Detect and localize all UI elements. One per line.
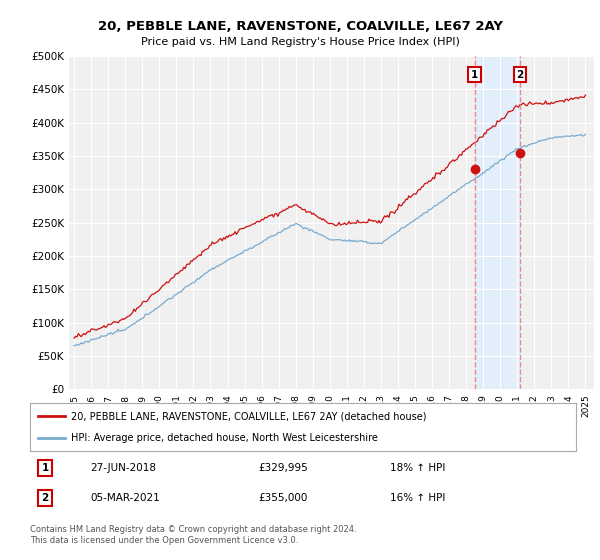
Text: HPI: Average price, detached house, North West Leicestershire: HPI: Average price, detached house, Nort… — [71, 433, 378, 443]
Text: 1: 1 — [41, 463, 49, 473]
Text: £355,000: £355,000 — [258, 493, 307, 503]
Text: Price paid vs. HM Land Registry's House Price Index (HPI): Price paid vs. HM Land Registry's House … — [140, 37, 460, 47]
Text: £329,995: £329,995 — [258, 463, 308, 473]
Text: 20, PEBBLE LANE, RAVENSTONE, COALVILLE, LE67 2AY (detached house): 20, PEBBLE LANE, RAVENSTONE, COALVILLE, … — [71, 411, 427, 421]
Text: 2: 2 — [41, 493, 49, 503]
Text: 1: 1 — [471, 69, 478, 80]
Bar — [475, 56, 520, 389]
Text: 2: 2 — [517, 69, 524, 80]
Text: 18% ↑ HPI: 18% ↑ HPI — [390, 463, 445, 473]
Text: 27-JUN-2018: 27-JUN-2018 — [90, 463, 156, 473]
Text: 16% ↑ HPI: 16% ↑ HPI — [390, 493, 445, 503]
Text: Contains HM Land Registry data © Crown copyright and database right 2024.
This d: Contains HM Land Registry data © Crown c… — [30, 525, 356, 545]
Text: 20, PEBBLE LANE, RAVENSTONE, COALVILLE, LE67 2AY: 20, PEBBLE LANE, RAVENSTONE, COALVILLE, … — [97, 20, 503, 32]
Text: 05-MAR-2021: 05-MAR-2021 — [90, 493, 160, 503]
